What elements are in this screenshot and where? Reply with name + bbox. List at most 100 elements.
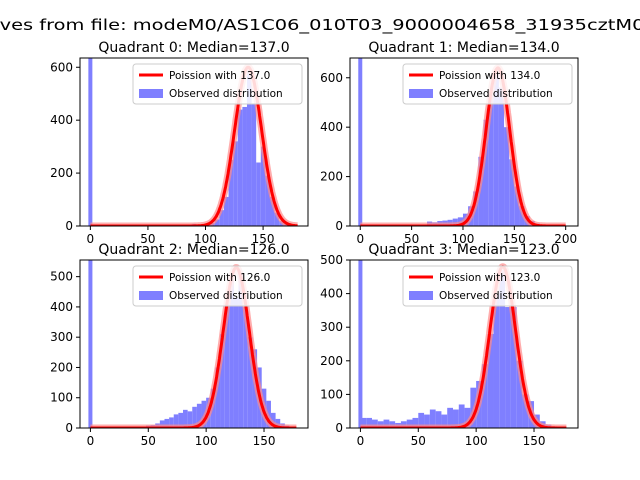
axes-frame	[349, 57, 579, 227]
x-tick-label: 100	[465, 434, 488, 448]
y-tick-label: 400	[320, 287, 343, 301]
legend-label-observed: Observed distribution	[439, 290, 553, 302]
histogram-bar	[265, 175, 270, 226]
histogram-bar	[441, 414, 448, 428]
histogram-bar	[223, 196, 229, 226]
histogram-bar	[229, 279, 234, 428]
legend-bar-swatch	[409, 291, 433, 300]
legend-label-poisson: Poission with 126.0	[169, 272, 270, 284]
histogram-bar	[509, 159, 515, 226]
histogram-bar	[478, 156, 484, 226]
histogram-bar	[493, 72, 499, 226]
y-tick-label: 400	[320, 120, 343, 134]
figure-suptitle: Histograms for light curves from file: m…	[0, 16, 640, 35]
histogram-bar	[247, 337, 253, 428]
y-tick-label: 200	[320, 170, 343, 184]
histogram-bar	[498, 87, 505, 226]
histogram-bar	[215, 367, 221, 428]
y-tick-label: 200	[320, 354, 343, 368]
poisson-curve	[89, 266, 298, 428]
zero-spike-bar	[358, 58, 363, 226]
x-tick-label: 0	[356, 232, 364, 246]
quadrant-2-title: Quadrant 2: Median=126.0	[98, 242, 289, 258]
legend-label-poisson: Poission with 134.0	[439, 70, 540, 82]
histogram-bar	[169, 417, 174, 428]
legend: Poission with 126.0 Observed distribution	[132, 265, 303, 307]
axes-frame	[79, 57, 309, 227]
legend: Poission with 137.0 Observed distribution	[132, 63, 303, 105]
x-tick-label: 100	[452, 232, 475, 246]
histogram-bar	[237, 109, 243, 226]
zero-spike-bar	[358, 260, 363, 428]
quadrant-3-title: Quadrant 3: Median=123.0	[368, 242, 559, 258]
histogram-bar	[164, 418, 170, 428]
x-tick-label: 50	[140, 232, 155, 246]
poisson-curve	[359, 265, 568, 428]
histogram-bar	[192, 406, 197, 428]
x-tick-label: 150	[523, 434, 546, 448]
histogram-bar	[483, 119, 489, 226]
legend-label-poisson: Poission with 123.0	[439, 272, 540, 284]
quadrant-3-panel: 0 50 100 150 0 100 200 300 400 500 Poission with 1…	[320, 242, 579, 448]
histogram-bar	[256, 162, 261, 226]
histogram-bar	[219, 210, 224, 226]
histogram-bar	[214, 219, 220, 226]
histogram-bar	[270, 412, 276, 428]
legend-label-poisson: Poission with 137.0	[169, 70, 270, 82]
histogram-bar	[260, 146, 266, 226]
x-tick-label: 100	[194, 232, 217, 246]
histogram-bar	[458, 404, 465, 428]
histogram-bar	[424, 414, 430, 428]
histogram-bar	[270, 196, 275, 226]
x-tick-label: 150	[252, 232, 275, 246]
histogram-bar	[429, 409, 436, 428]
histogram-bar	[173, 414, 179, 428]
histogram-bar	[224, 303, 230, 428]
histogram-bar	[187, 411, 193, 428]
histogram-bar	[360, 417, 367, 428]
histogram-bar	[243, 306, 248, 428]
legend-label-observed: Observed distribution	[169, 88, 283, 100]
y-tick-label: 500	[320, 253, 343, 267]
x-tick-label: 50	[411, 434, 426, 448]
y-tick-label: 400	[50, 300, 73, 314]
axes-frame	[79, 259, 309, 429]
x-tick-label: 50	[404, 232, 419, 246]
legend-label-observed: Observed distribution	[439, 88, 553, 100]
y-tick-label: 0	[65, 219, 73, 233]
histogram-bar	[159, 420, 165, 428]
x-tick-label: 100	[195, 434, 218, 448]
legend-box	[132, 63, 303, 105]
histogram-bar	[453, 409, 459, 428]
histogram-bar	[447, 407, 454, 428]
legend-bar-swatch	[139, 291, 163, 300]
poisson-curve	[359, 66, 567, 226]
legend-box	[132, 265, 303, 307]
histogram-bar	[481, 364, 488, 428]
histogram-bar	[242, 106, 247, 226]
histogram-bar	[514, 186, 520, 226]
y-tick-label: 400	[50, 113, 73, 127]
histogram-bar	[418, 412, 425, 428]
legend-bar-swatch	[139, 89, 163, 98]
y-tick-label: 600	[50, 60, 73, 74]
legend-box	[402, 63, 573, 105]
y-tick-label: 300	[320, 320, 343, 334]
legend-bar-swatch	[409, 89, 433, 98]
histogram-bar	[493, 293, 500, 428]
quadrant-1-panel: 0 50 100 150 200 0 200 400 600 Poission with 134.…	[320, 40, 579, 246]
histogram-bar	[183, 409, 188, 428]
legend-box	[402, 265, 573, 307]
histogram-bar	[246, 69, 252, 226]
y-tick-label: 100	[50, 391, 73, 405]
histogram-bar	[228, 159, 234, 226]
plot-area	[357, 260, 570, 428]
histogram-bar	[406, 419, 413, 428]
x-tick-label: 50	[141, 434, 156, 448]
histogram-bar	[233, 297, 239, 428]
plot-area	[357, 58, 569, 226]
x-tick-label: 0	[87, 434, 95, 448]
zero-spike-bar	[88, 260, 93, 428]
histogram-bar	[371, 419, 378, 428]
